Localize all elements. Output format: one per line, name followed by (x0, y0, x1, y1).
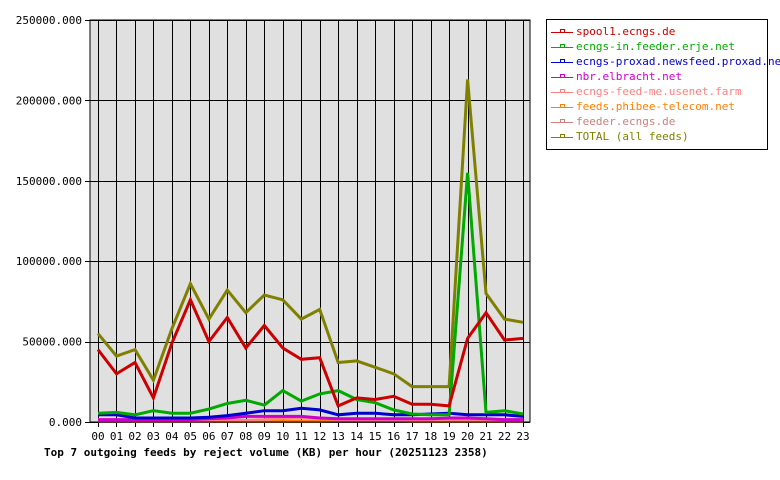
legend-label: TOTAL (all feeds) (576, 130, 689, 143)
x-tick-label: 10 (276, 430, 289, 443)
x-tick-label: 12 (313, 430, 326, 443)
x-tick-label: 05 (184, 430, 197, 443)
legend-label: feeds.phibee-telecom.net (576, 100, 735, 113)
x-tick-label: 06 (202, 430, 215, 443)
y-axis-ticks: 0.000 50000.000 100000.000 150000.000 200000… (16, 14, 82, 429)
x-tick-label: 00 (91, 430, 104, 443)
x-tick-label: 17 (406, 430, 419, 443)
x-tick-label: 02 (128, 430, 141, 443)
y-tick-label: 50000.000 (22, 336, 82, 349)
legend-label: ecngs-proxad.newsfeed.proxad.net (576, 55, 780, 68)
x-tick-label: 18 (424, 430, 437, 443)
legend-label: ecngs-feed-me.usenet.farm (576, 85, 742, 98)
legend-line-marker-icon (551, 117, 573, 127)
x-tick-label: 03 (147, 430, 160, 443)
y-tick-label: 0.000 (49, 416, 82, 429)
legend-item: spool1.ecngs.de (547, 24, 767, 39)
legend-item: ecngs-feed-me.usenet.farm (547, 84, 767, 99)
legend-line-marker-icon (551, 132, 573, 142)
plot-frame (89, 19, 531, 423)
chart-title: Top 7 outgoing feeds by reject volume (K… (44, 446, 488, 459)
x-tick-label: 16 (387, 430, 400, 443)
x-tick-label: 13 (332, 430, 345, 443)
series-line-7 (96, 79, 524, 389)
x-tick-label: 19 (442, 430, 455, 443)
x-tick-label: 04 (165, 430, 179, 443)
x-tick-label: 21 (479, 430, 492, 443)
x-tick-label: 11 (295, 430, 308, 443)
legend-label: feeder.ecngs.de (576, 115, 676, 128)
y-tick-label: 200000.000 (16, 94, 82, 107)
legend-label: nbr.elbracht.net (576, 70, 682, 83)
x-tick-label: 15 (369, 430, 382, 443)
legend: spool1.ecngs.de ecngs-in.feeder.erje.net e… (546, 19, 780, 150)
legend-item: ecngs-in.feeder.erje.net (547, 39, 767, 54)
legend-item: feeds.phibee-telecom.net (547, 99, 767, 114)
series-line-3 (98, 414, 523, 422)
legend-label: ecngs-in.feeder.erje.net (576, 40, 735, 53)
legend-item: feeder.ecngs.de (547, 114, 767, 129)
legend-line-marker-icon (551, 42, 573, 52)
series-lines (96, 79, 524, 423)
legend-line-marker-icon (551, 57, 573, 67)
x-tick-label: 07 (221, 430, 234, 443)
legend-item: TOTAL (all feeds) (547, 129, 767, 144)
x-tick-label: 01 (110, 430, 123, 443)
legend-line-marker-icon (551, 102, 573, 112)
x-tick-label: 20 (461, 430, 474, 443)
x-tick-label: 14 (350, 430, 364, 443)
y-tick-label: 150000.000 (16, 175, 82, 188)
legend-line-marker-icon (551, 27, 573, 37)
x-tick-label: 08 (239, 430, 252, 443)
x-axis-ticks: 00 01 02 03 04 05 06 07 08 09 10 11 12 13 14 15 16 17 18 19… (91, 430, 529, 443)
y-tick-label: 250000.000 (16, 14, 82, 27)
x-tick-label: 23 (516, 430, 529, 443)
series-line-1 (97, 172, 524, 417)
legend-line-marker-icon (551, 87, 573, 97)
legend-line-marker-icon (551, 72, 573, 82)
x-tick-label: 22 (498, 430, 511, 443)
series-line-0 (96, 296, 524, 408)
x-tick-label: 09 (258, 430, 271, 443)
legend-item: ecngs-proxad.newsfeed.proxad.net (547, 54, 780, 69)
legend-item: nbr.elbracht.net (547, 69, 767, 84)
y-tick-label: 100000.000 (16, 255, 82, 268)
legend-label: spool1.ecngs.de (576, 25, 676, 38)
series-line-2 (98, 406, 524, 420)
